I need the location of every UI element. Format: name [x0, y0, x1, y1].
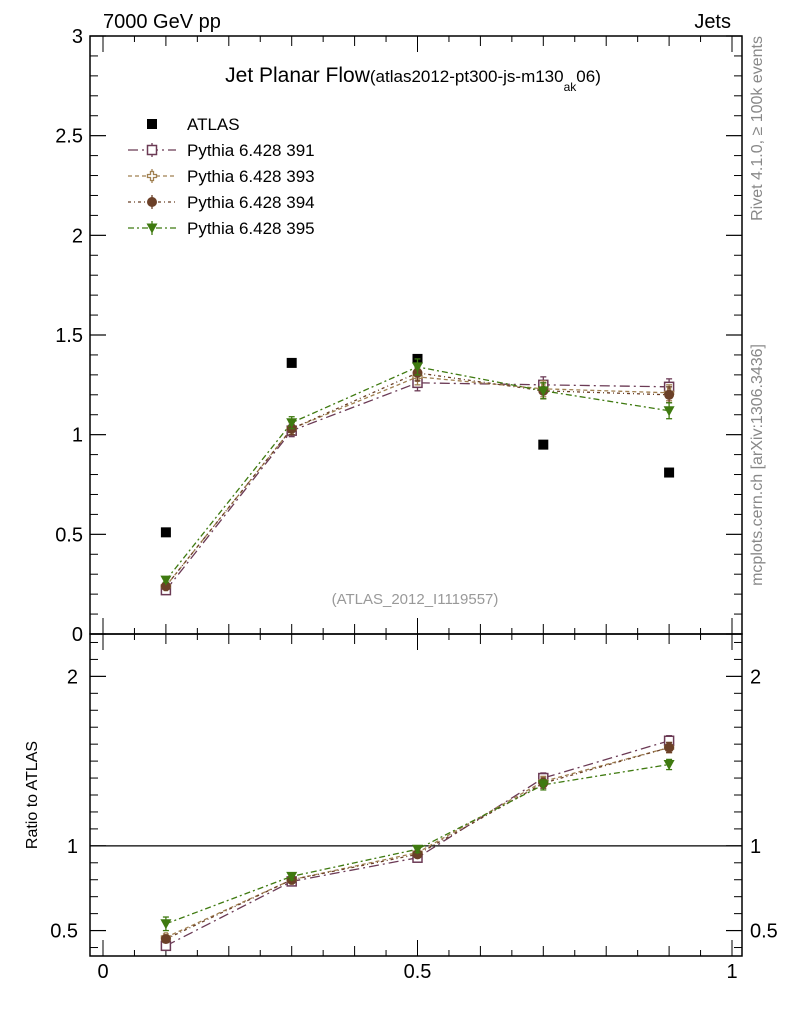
main-point-p395	[663, 406, 675, 417]
ratio-point-p395	[412, 844, 423, 855]
ratio-point-p395	[537, 780, 549, 791]
main-y-tick-label: 1.5	[55, 325, 83, 347]
main-point-p394	[664, 389, 675, 400]
ratio-point-p395	[286, 871, 298, 882]
ratio-y-label: Ratio to ATLAS	[24, 741, 41, 849]
legend-marker-p393	[146, 170, 158, 182]
ratio-point-p394	[664, 742, 675, 753]
x-tick-label: 0	[97, 961, 108, 983]
main-point-atlas	[538, 439, 549, 450]
main-point-p395	[537, 386, 549, 397]
main-y-tick-label: 3	[72, 26, 83, 48]
ratio-line-p393	[165, 746, 670, 938]
header-left: 7000 GeV pp	[103, 11, 221, 33]
main-point-p395	[160, 575, 172, 586]
main-y-tick-label: 0.5	[55, 524, 83, 546]
x-tick-label: 1	[726, 961, 737, 983]
legend-marker-p395	[146, 223, 158, 234]
ratio-point-p395	[160, 919, 172, 930]
main-point-p395	[286, 418, 298, 429]
legend-label-p395: Pythia 6.428 395	[187, 219, 315, 238]
legend-label-atlas: ATLAS	[187, 115, 240, 134]
analysis-watermark: (ATLAS_2012_I1119557)	[332, 591, 499, 608]
main-line-p395	[165, 366, 670, 581]
ratio-point-p395	[663, 759, 675, 770]
mcplots-reference-label: mcplots.cern.ch [arXiv:1306.3436]	[749, 344, 766, 586]
ratio-line-p395	[165, 763, 670, 925]
chart-title-subscript: ak	[564, 80, 578, 94]
main-y-tick-label: 2.5	[55, 126, 83, 148]
main-point-p394	[160, 581, 171, 592]
chart-title-end: 06)	[576, 67, 601, 86]
main-y-tick-label: 1	[72, 425, 83, 447]
x-tick-label: 0.5	[404, 961, 432, 983]
main-line-p391	[165, 382, 670, 591]
legend-marker-p391	[146, 144, 158, 156]
ratio-y-tick-label-left: 1	[67, 836, 78, 858]
legend-label-p394: Pythia 6.428 394	[187, 193, 315, 212]
legend-marker-p394	[147, 197, 157, 207]
chart-title-sub: (atlas2012-pt300-js-m130	[370, 67, 564, 86]
chart-title-group: Jet Planar Flow(atlas2012-pt300-js-m130a…	[225, 64, 601, 94]
ratio-plot-frame	[89, 633, 743, 957]
legend-label-p391: Pythia 6.428 391	[187, 141, 315, 160]
main-line-p393	[165, 376, 670, 587]
chart-title: Jet Planar Flow	[225, 64, 371, 87]
main-y-tick-label: 2	[72, 225, 83, 247]
ratio-point-p394	[160, 934, 171, 945]
ratio-line-p394	[165, 746, 670, 940]
legend-label-p393: Pythia 6.428 393	[187, 167, 315, 186]
ratio-y-tick-label-right: 1	[750, 836, 761, 858]
main-point-atlas	[160, 527, 171, 538]
rivet-version-label: Rivet 4.1.0, ≥ 100k events	[749, 36, 766, 221]
main-point-p395	[412, 362, 423, 373]
ratio-line-p391	[165, 740, 670, 947]
main-point-atlas	[664, 467, 675, 478]
main-y-tick-label: 0	[72, 624, 83, 646]
ratio-y-tick-label-right: 2	[750, 666, 761, 688]
ratio-y-tick-label-right: 0.5	[750, 921, 778, 943]
header-right: Jets	[694, 11, 731, 33]
main-point-atlas	[286, 357, 297, 368]
legend-marker-atlas	[147, 119, 157, 129]
ratio-y-tick-label-left: 2	[67, 666, 78, 688]
main-line-p394	[165, 372, 670, 587]
ratio-y-tick-label-left: 0.5	[50, 921, 78, 943]
